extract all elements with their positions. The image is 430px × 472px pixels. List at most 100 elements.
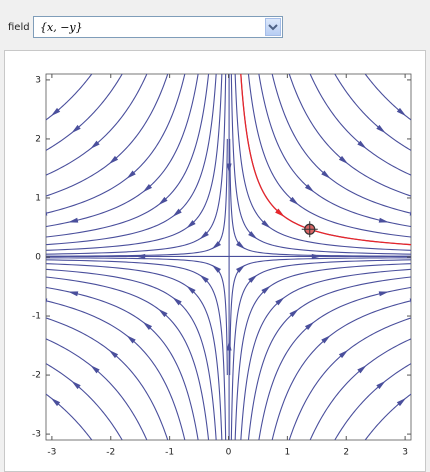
streamline: [288, 74, 411, 197]
streamline: [46, 393, 93, 440]
streamline: [288, 317, 411, 440]
stream-arrow: [67, 217, 79, 223]
stream-arrow: [235, 264, 246, 273]
stream-arrow: [376, 124, 386, 134]
streamline: [46, 338, 148, 440]
streamline: [46, 74, 123, 151]
streamline: [46, 74, 210, 238]
streamline: [46, 74, 93, 121]
stream-arrow: [409, 210, 411, 216]
streamline: [46, 268, 217, 440]
streamline: [46, 74, 148, 176]
stream-arrow: [321, 170, 331, 179]
stream-arrow: [289, 308, 299, 318]
streamline: [247, 74, 411, 238]
streamline: [46, 276, 210, 440]
stream-arrow: [357, 140, 367, 149]
field-dropdown[interactable]: {x, −y}: [33, 16, 283, 38]
locator-crosshair: [301, 221, 318, 238]
stream-arrow: [378, 291, 390, 297]
dropdown-button[interactable]: [265, 18, 281, 36]
stream-arrow: [357, 365, 367, 374]
stream-arrow: [261, 285, 271, 294]
x-tick-label: -1: [165, 448, 174, 458]
stream-arrow: [321, 335, 331, 344]
stream-arrow: [50, 107, 61, 117]
control-bar: field {x, −y}: [0, 0, 430, 46]
stream-arrow: [248, 274, 258, 283]
stream-arrow: [199, 231, 209, 240]
stream-arrow: [126, 335, 136, 344]
stream-arrow: [186, 285, 196, 294]
stream-arrow: [108, 155, 119, 165]
stream-arrow: [226, 340, 232, 351]
streamline: [46, 286, 199, 440]
streamline: [334, 363, 411, 440]
streamline: [258, 286, 411, 440]
streamline: [334, 74, 411, 151]
stream-arrow: [50, 397, 61, 407]
stream-arrow: [126, 170, 136, 179]
x-tick-label: -2: [106, 448, 115, 458]
stream-arrow: [71, 124, 81, 134]
stream-arrow: [275, 208, 285, 217]
streamline: [46, 74, 186, 214]
y-tick-label: -2: [32, 371, 41, 381]
stream-arrow: [211, 241, 222, 250]
stream-arrow: [226, 163, 232, 174]
dropdown-text: {x, −y}: [40, 21, 83, 34]
stream-arrow: [409, 298, 411, 304]
streamline: [271, 300, 411, 440]
y-tick-label: -1: [32, 312, 41, 322]
y-tick-label: 0: [35, 253, 41, 263]
stream-arrow: [135, 253, 146, 259]
stream-arrow: [235, 241, 246, 250]
stream-arrow: [289, 196, 299, 206]
stream-arrow: [142, 321, 153, 330]
y-tick-label: 2: [35, 134, 41, 144]
streamline: [46, 74, 199, 228]
x-tick-label: -3: [47, 448, 56, 458]
stream-arrow: [338, 349, 349, 359]
stream-arrow: [261, 220, 271, 229]
stream-arrow: [172, 297, 182, 306]
stream-arrow: [90, 365, 100, 374]
y-tick-label: 3: [35, 75, 41, 85]
stream-arrow: [376, 380, 386, 390]
x-tick-label: 0: [226, 448, 232, 458]
stream-arrow: [338, 155, 349, 165]
streamline: [46, 74, 169, 197]
streamline: [46, 300, 186, 440]
stream-arrow: [46, 298, 48, 304]
stream-arrow: [4, 203, 14, 208]
streamline: [247, 276, 411, 440]
x-tick-label: 3: [402, 448, 408, 458]
y-tick-label: -3: [32, 430, 41, 440]
streamline: [271, 74, 411, 214]
dropdown-arrow: [268, 24, 278, 31]
stream-arrow: [396, 107, 407, 117]
stream-arrow: [4, 306, 14, 311]
stream-arrow: [248, 231, 258, 240]
streamline: [240, 268, 411, 440]
x-tick-label: 2: [343, 448, 349, 458]
stream-arrow: [304, 321, 315, 330]
control-label: field: [8, 22, 30, 33]
stream-arrow: [275, 297, 285, 306]
stream-arrow: [186, 220, 196, 229]
stream-arrow: [311, 253, 322, 259]
streamline: [46, 317, 169, 440]
stream-arrow: [46, 210, 48, 216]
x-tick-label: 1: [285, 448, 291, 458]
streamline: [46, 363, 123, 440]
streamlines: [4, 74, 411, 440]
stream-arrow: [158, 196, 168, 206]
stream-arrow: [90, 140, 100, 149]
stream-arrow: [396, 397, 407, 407]
plot-frame: [45, 73, 412, 441]
streamline: [364, 393, 411, 440]
stream-arrow: [304, 184, 315, 193]
stream-arrow: [67, 291, 79, 297]
y-tick-label: 1: [35, 193, 41, 203]
